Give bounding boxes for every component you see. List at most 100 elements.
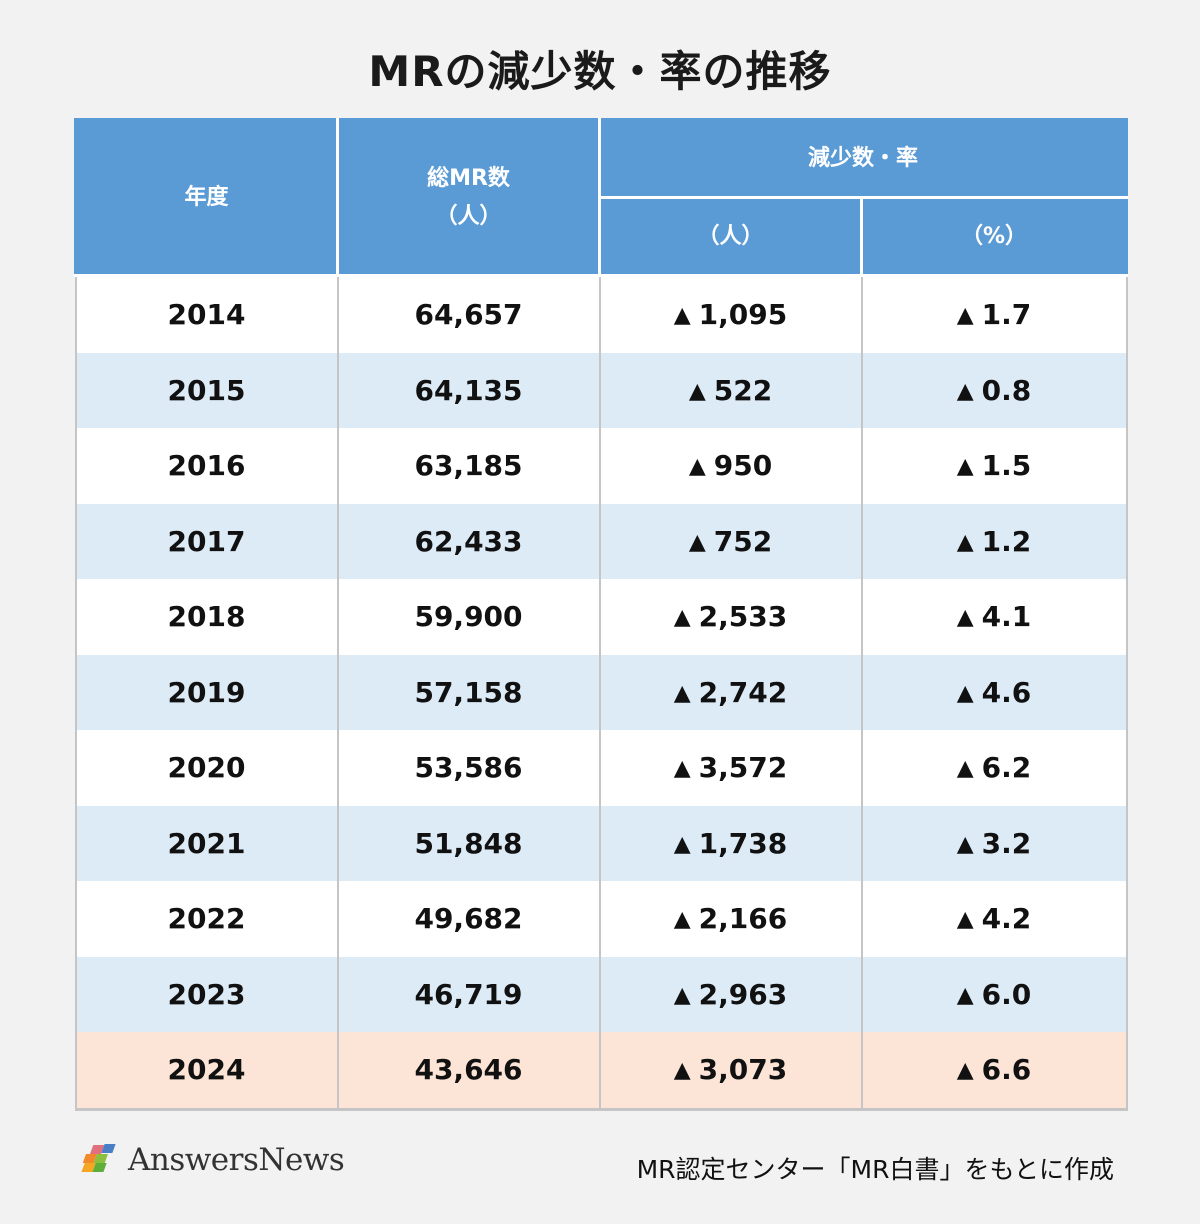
- header-decrease-rate: （%）: [859, 196, 1129, 277]
- cell-decrease-count: ▲ 752: [598, 503, 863, 579]
- cell-decrease-count: ▲ 522: [598, 352, 863, 428]
- decrease-rate-value: 6.6: [981, 1053, 1032, 1087]
- decrease-rate-value: 1.5: [981, 449, 1032, 483]
- cell-total: 46,719: [336, 956, 601, 1032]
- cell-total: 64,135: [336, 352, 601, 428]
- decrease-triangle-icon: ▲: [688, 378, 706, 404]
- table-row: 2021 51,848 ▲ 1,738 ▲ 3.2: [74, 805, 1128, 881]
- table-row: 2024 43,646 ▲ 3,073 ▲ 6.6: [74, 1032, 1128, 1111]
- decrease-triangle-icon: ▲: [956, 454, 974, 480]
- cell-year: 2017: [74, 503, 339, 579]
- decrease-count-value: 950: [713, 449, 773, 483]
- cell-total: 62,433: [336, 503, 601, 579]
- decrease-count-value: 2,963: [698, 977, 788, 1011]
- decrease-count-value: 3,073: [698, 1053, 788, 1087]
- cell-decrease-rate: ▲ 6.2: [860, 730, 1128, 806]
- cell-decrease-rate: ▲ 3.2: [860, 805, 1128, 881]
- cell-total: 59,900: [336, 579, 601, 655]
- table-row: 2017 62,433 ▲ 752 ▲ 1.2: [74, 503, 1128, 579]
- table-row: 2020 53,586 ▲ 3,572 ▲ 6.2: [74, 730, 1128, 806]
- header-total-label: 総MR数: [427, 166, 510, 192]
- decrease-triangle-icon: ▲: [673, 605, 691, 631]
- cell-year: 2018: [74, 579, 339, 655]
- decrease-triangle-icon: ▲: [673, 907, 691, 933]
- cell-year: 2014: [74, 275, 339, 353]
- decrease-count-value: 522: [713, 373, 773, 407]
- cell-decrease-count: ▲ 3,572: [598, 730, 863, 806]
- decrease-count-value: 752: [713, 524, 773, 558]
- decrease-rate-value: 4.2: [981, 902, 1032, 936]
- header-total-mr: 総MR数 （人）: [336, 118, 601, 277]
- cell-decrease-rate: ▲ 4.2: [860, 881, 1128, 957]
- decrease-count-value: 1,738: [698, 826, 788, 860]
- cell-decrease-rate: ▲ 0.8: [860, 352, 1128, 428]
- cell-decrease-rate: ▲ 1.2: [860, 503, 1128, 579]
- cell-decrease-count: ▲ 950: [598, 428, 863, 504]
- decrease-triangle-icon: ▲: [688, 454, 706, 480]
- cell-year: 2021: [74, 805, 339, 881]
- header-year: 年度: [74, 118, 339, 277]
- table-row: 2014 64,657 ▲ 1,095 ▲ 1.7: [74, 275, 1128, 353]
- cell-decrease-rate: ▲ 1.5: [860, 428, 1128, 504]
- table-row: 2019 57,158 ▲ 2,742 ▲ 4.6: [74, 654, 1128, 730]
- cell-year: 2020: [74, 730, 339, 806]
- decrease-triangle-icon: ▲: [956, 303, 974, 329]
- decrease-triangle-icon: ▲: [956, 680, 974, 706]
- table-row: 2022 49,682 ▲ 2,166 ▲ 4.2: [74, 881, 1128, 957]
- cell-total: 53,586: [336, 730, 601, 806]
- decrease-count-value: 2,166: [698, 902, 788, 936]
- decrease-triangle-icon: ▲: [673, 680, 691, 706]
- decrease-triangle-icon: ▲: [688, 529, 706, 555]
- decrease-triangle-icon: ▲: [956, 1058, 974, 1084]
- decrease-triangle-icon: ▲: [673, 303, 691, 329]
- cell-year: 2024: [74, 1032, 339, 1111]
- cell-decrease-count: ▲ 2,963: [598, 956, 863, 1032]
- cell-decrease-rate: ▲ 4.6: [860, 654, 1128, 730]
- decrease-triangle-icon: ▲: [956, 907, 974, 933]
- chart-title: MRの減少数・率の推移: [368, 47, 832, 96]
- cell-decrease-count: ▲ 2,533: [598, 579, 863, 655]
- table-row: 2016 63,185 ▲ 950 ▲ 1.5: [74, 428, 1128, 504]
- header-decrease-group: 減少数・率: [597, 118, 1129, 199]
- decrease-rate-value: 4.6: [981, 675, 1032, 709]
- decrease-triangle-icon: ▲: [956, 831, 974, 857]
- cell-decrease-count: ▲ 1,095: [598, 275, 863, 353]
- cell-year: 2022: [74, 881, 339, 957]
- cell-total: 43,646: [336, 1032, 601, 1111]
- cell-decrease-rate: ▲ 6.6: [860, 1032, 1128, 1111]
- decrease-triangle-icon: ▲: [673, 1058, 691, 1084]
- header-decrease-count: （人）: [598, 196, 863, 277]
- decrease-rate-value: 3.2: [981, 826, 1032, 860]
- cell-decrease-count: ▲ 2,742: [598, 654, 863, 730]
- cell-year: 2016: [74, 428, 339, 504]
- cell-year: 2015: [74, 352, 339, 428]
- decrease-rate-value: 1.2: [981, 524, 1032, 558]
- cell-total: 63,185: [336, 428, 601, 504]
- source-note: MR認定センター「MR白書」をもとに作成: [636, 1155, 1114, 1184]
- header-total-unit: （人）: [435, 203, 502, 229]
- cell-total: 51,848: [336, 805, 601, 881]
- cell-total: 57,158: [336, 654, 601, 730]
- decrease-triangle-icon: ▲: [956, 756, 974, 782]
- table-row: 2023 46,719 ▲ 2,963 ▲ 6.0: [74, 956, 1128, 1032]
- decrease-triangle-icon: ▲: [956, 982, 974, 1008]
- mr-decrease-table: 年度 総MR数 （人） 減少数・率 （人） （%） 2014 64,657 ▲ 1,0…: [74, 118, 1129, 1111]
- cell-decrease-count: ▲ 2,166: [598, 881, 863, 957]
- decrease-rate-value: 6.0: [981, 977, 1032, 1011]
- decrease-count-value: 2,742: [698, 675, 788, 709]
- decrease-count-value: 2,533: [698, 600, 788, 634]
- decrease-triangle-icon: ▲: [673, 831, 691, 857]
- cell-decrease-count: ▲ 3,073: [598, 1032, 863, 1111]
- cell-decrease-count: ▲ 1,738: [598, 805, 863, 881]
- decrease-rate-value: 1.7: [981, 298, 1032, 332]
- puzzle-logo-icon: [81, 1144, 116, 1172]
- cell-total: 64,657: [336, 275, 601, 353]
- table-row: 2015 64,135 ▲ 522 ▲ 0.8: [74, 352, 1128, 428]
- decrease-rate-value: 0.8: [981, 373, 1032, 407]
- decrease-triangle-icon: ▲: [956, 529, 974, 555]
- table-row: 2018 59,900 ▲ 2,533 ▲ 4.1: [74, 579, 1128, 655]
- logo-text: AnswersNews: [128, 1142, 345, 1178]
- cell-decrease-rate: ▲ 4.1: [860, 579, 1128, 655]
- decrease-rate-value: 6.2: [981, 751, 1032, 785]
- decrease-triangle-icon: ▲: [673, 982, 691, 1008]
